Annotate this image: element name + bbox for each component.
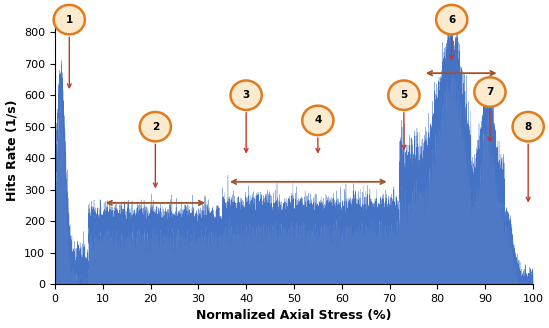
Ellipse shape bbox=[474, 77, 506, 107]
Text: 7: 7 bbox=[486, 87, 494, 97]
Text: 1: 1 bbox=[66, 15, 73, 25]
Y-axis label: Hits Rate (1/s): Hits Rate (1/s) bbox=[5, 100, 19, 201]
Ellipse shape bbox=[54, 5, 85, 34]
Text: 6: 6 bbox=[448, 15, 455, 25]
Ellipse shape bbox=[140, 112, 171, 141]
Ellipse shape bbox=[513, 112, 544, 141]
Text: 3: 3 bbox=[243, 90, 250, 100]
Ellipse shape bbox=[436, 5, 467, 34]
Ellipse shape bbox=[302, 106, 333, 135]
Ellipse shape bbox=[231, 80, 262, 110]
Text: 8: 8 bbox=[524, 122, 532, 132]
Text: 4: 4 bbox=[314, 115, 322, 125]
Ellipse shape bbox=[388, 80, 419, 110]
Text: 2: 2 bbox=[152, 122, 159, 132]
X-axis label: Normalized Axial Stress (%): Normalized Axial Stress (%) bbox=[196, 309, 391, 322]
Text: 5: 5 bbox=[400, 90, 407, 100]
